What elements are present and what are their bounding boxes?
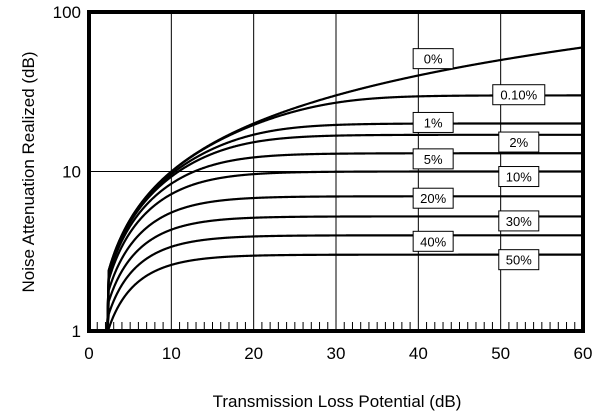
label-box-frame xyxy=(498,210,540,232)
series-label-box: 0% xyxy=(412,48,454,70)
series-label-box: 20% xyxy=(412,187,454,209)
x-tick-label: 60 xyxy=(574,344,593,363)
series-label-text: 2% xyxy=(509,135,528,150)
series-label-box: 5% xyxy=(412,148,454,170)
y-tick-label: 1 xyxy=(72,322,81,341)
label-box-frame xyxy=(498,166,540,188)
series-label-text: 10% xyxy=(506,170,532,185)
series-label-box: 40% xyxy=(412,230,454,252)
label-box-frame xyxy=(498,249,540,271)
x-tick-label: 20 xyxy=(244,344,263,363)
series-line-5% xyxy=(106,152,584,332)
series-line-20% xyxy=(106,195,584,332)
series-label-box: 50% xyxy=(498,249,540,271)
y-tick-label: 10 xyxy=(62,163,81,182)
x-tick-label: 10 xyxy=(162,344,181,363)
label-box-frame xyxy=(412,230,454,252)
series-label-text: 30% xyxy=(506,214,532,229)
series-label-text: 40% xyxy=(420,234,446,249)
series-label-text: 0.10% xyxy=(500,88,537,103)
x-tick-label: 0 xyxy=(84,344,93,363)
x-tick-label: 40 xyxy=(409,344,428,363)
series-line-40% xyxy=(106,234,584,332)
series-label-text: 0% xyxy=(424,52,443,67)
label-box-frame xyxy=(412,111,454,133)
plot-frame xyxy=(87,10,585,333)
series-label-box: 0.10% xyxy=(492,84,546,106)
x-axis-title: Transmission Loss Potential (dB) xyxy=(213,392,462,411)
label-box-frame xyxy=(498,131,540,153)
y-axis-title: Noise Attenuation Realized (dB) xyxy=(19,52,38,293)
label-box-frame xyxy=(492,84,546,106)
series-label-box: 10% xyxy=(498,166,540,188)
series-line-1% xyxy=(106,122,584,332)
axes: 0 10 20 30 40 50 60 1 10 100 xyxy=(53,3,593,363)
label-box-frame xyxy=(412,187,454,209)
series-label-box: 2% xyxy=(498,131,540,153)
series-label-box: 1% xyxy=(412,111,454,133)
label-box-frame xyxy=(412,48,454,70)
label-box-frame xyxy=(412,148,454,170)
series-label-text: 1% xyxy=(424,115,443,130)
x-tick-label: 30 xyxy=(327,344,346,363)
y-tick-label: 100 xyxy=(53,3,81,22)
series-label-text: 50% xyxy=(506,253,532,268)
series-line-30% xyxy=(106,215,584,332)
series-line-2% xyxy=(106,133,584,332)
series-labels: 0% 0.10% 1% 2% 5% 10% 20% 30% 40% 50% xyxy=(412,48,546,271)
series-label-text: 20% xyxy=(420,191,446,206)
series-label-box: 30% xyxy=(498,210,540,232)
x-tick-label: 50 xyxy=(491,344,510,363)
series-label-text: 5% xyxy=(424,152,443,167)
